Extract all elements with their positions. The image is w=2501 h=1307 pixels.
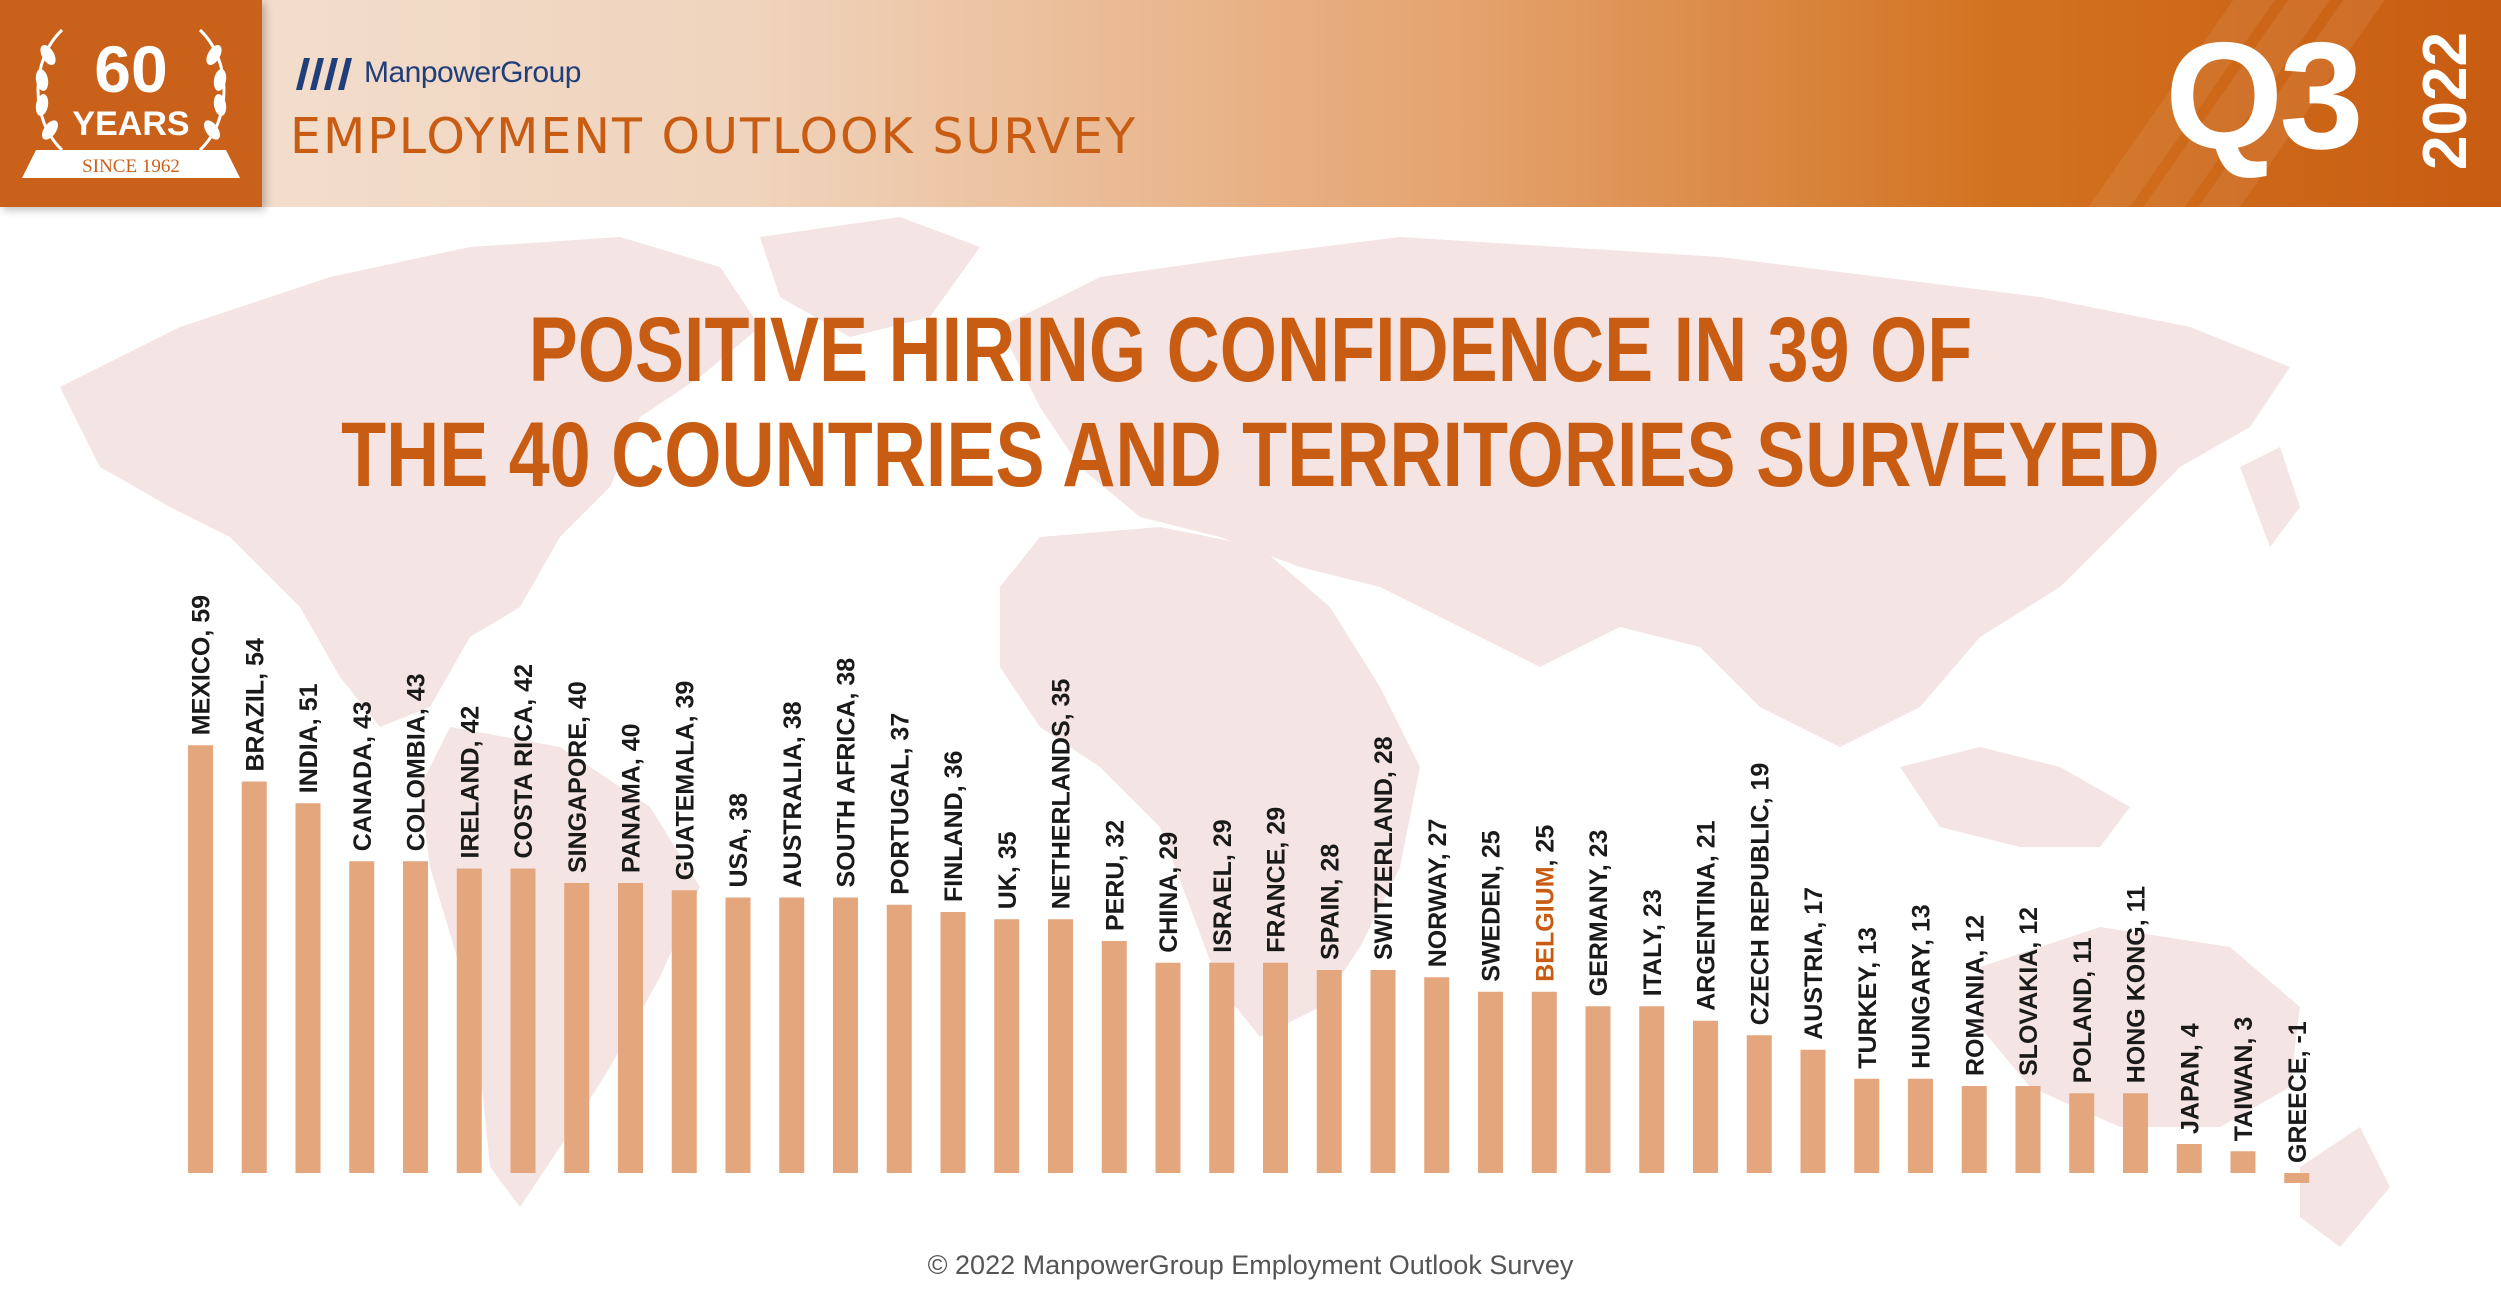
bar-japan [2176,1144,2202,1173]
bar-india [295,803,321,1173]
bar-argentina [1693,1020,1718,1173]
bar-ireland [456,868,482,1173]
bar-label-peru: PERU, 32 [1101,820,1129,931]
badge-years: YEARS [72,105,189,143]
bar-label-austria: AUSTRIA, 17 [1800,887,1828,1040]
bar-singapore [564,883,590,1173]
bar-label-singapore: SINGAPORE, 40 [564,681,592,873]
bar-costa-rica [510,868,536,1173]
bar-label-israel: ISRAEL, 29 [1209,819,1237,952]
bar-label-slovakia: SLOVAKIA, 12 [2015,907,2043,1076]
chart-title-line-2: THE 40 COUNTRIES AND TERRITORIES SURVEYE… [341,404,2160,506]
badge-number: 60 [94,32,167,106]
bar-hong-kong [2123,1093,2148,1173]
bar-south-africa [833,897,858,1173]
bar-label-guatemala: GUATEMALA, 39 [671,681,699,881]
bar-peru [1101,941,1127,1173]
bar-colombia [403,861,428,1173]
bar-finland [940,912,966,1173]
bar-label-switzerland: SWITZERLAND, 28 [1370,736,1398,960]
bar-label-canada: CANADA, 43 [349,701,377,851]
bar-label-colombia: COLOMBIA, 43 [403,673,431,851]
footer-copyright: © 2022 ManpowerGroup Employment Outlook … [927,1250,1574,1280]
bar-label-hungary: HUNGARY, 13 [1908,904,1936,1068]
brand-name: ManpowerGroup [364,56,581,89]
bar-netherlands [1048,919,1073,1173]
bar-label-costa-rica: COSTA RICA, 42 [510,664,538,858]
bar-label-germany: GERMANY, 23 [1585,830,1613,997]
bar-label-hong-kong: HONG KONG, 11 [2123,886,2151,1083]
bar-label-italy: ITALY, 23 [1639,889,1667,996]
bar-label-usa: USA, 38 [725,793,753,888]
bar-label-china: CHINA, 29 [1155,832,1183,953]
bar-label-norway: NORWAY, 27 [1424,819,1452,968]
bar-sweden [1478,991,1503,1173]
bar-brazil [241,781,267,1173]
bar-panama [618,883,643,1173]
bar-mexico [188,745,213,1173]
bar-switzerland [1370,970,1396,1173]
bar-label-belgium: BELGIUM, 25 [1531,825,1559,982]
bar-label-japan: JAPAN, 4 [2176,1023,2204,1134]
anniversary-badge: 60 YEARS SINCE 1962 [0,0,262,207]
bar-australia [779,897,805,1173]
header-banner: 60 YEARS SINCE 1962 ManpowerGroup EMPLOY… [0,0,2501,243]
chart-title-line-1: POSITIVE HIRING CONFIDENCE IN 39 OF [528,299,1973,401]
bar-canada [349,861,375,1173]
bar-label-czech-republic: CZECH REPUBLIC, 19 [1746,763,1774,1026]
bar-greece [2284,1173,2310,1183]
bar-france [1263,962,1288,1173]
bar-taiwan [2230,1151,2256,1173]
bar-label-brazil: BRAZIL, 54 [241,638,269,771]
manpowergroup-logo-icon [296,58,352,90]
bar-israel [1209,962,1235,1173]
bar-china [1155,962,1181,1173]
bar-label-spain: SPAIN, 28 [1316,844,1344,960]
bar-guatemala [671,890,697,1173]
bar-label-sweden: SWEDEN, 25 [1478,830,1506,982]
bar-label-argentina: ARGENTINA, 21 [1693,820,1721,1010]
bar-label-portugal: PORTUGAL, 37 [886,713,914,895]
bar-spain [1316,970,1342,1173]
badge-since: SINCE 1962 [82,156,180,177]
bar-label-greece: GREECE, -1 [2284,1021,2312,1163]
bar-label-south-africa: SOUTH AFRICA, 38 [833,658,861,888]
bar-czech-republic [1746,1035,1772,1173]
bar-hungary [1908,1078,1933,1173]
bar-label-netherlands: NETHERLANDS, 35 [1048,679,1076,910]
bar-label-uk: UK, 35 [994,831,1022,909]
bar-label-mexico: MEXICO, 59 [188,595,216,735]
bar-label-taiwan: TAIWAN, 3 [2230,1017,2258,1142]
world-map-background [60,217,2390,1247]
bar-turkey [1854,1078,1880,1173]
survey-title: EMPLOYMENT OUTLOOK SURVEY [290,108,1138,165]
bar-portugal [886,904,912,1173]
bar-label-panama: PANAMA, 40 [618,723,646,873]
bar-label-romania: ROMANIA, 12 [1961,915,1989,1076]
bar-label-poland: POLAND, 11 [2069,937,2097,1083]
bar-slovakia [2015,1086,2041,1173]
bar-label-india: INDIA, 51 [295,683,323,793]
bar-poland [2069,1093,2095,1173]
bar-label-australia: AUSTRALIA, 38 [779,701,807,887]
bar-austria [1800,1049,1826,1173]
bar-label-france: FRANCE, 29 [1263,807,1291,953]
bar-norway [1424,977,1450,1173]
bar-germany [1585,1006,1611,1173]
quarter-label: Q3 [2165,11,2364,181]
bar-usa [725,897,751,1173]
bar-italy [1639,1006,1665,1173]
bar-label-ireland: IRELAND, 42 [456,706,484,859]
bar-label-turkey: TURKEY, 13 [1854,927,1882,1069]
bar-label-finland: FINLAND, 36 [940,751,968,902]
bar-uk [994,919,1020,1173]
bar-romania [1961,1086,1987,1173]
bar-belgium [1531,991,1557,1173]
